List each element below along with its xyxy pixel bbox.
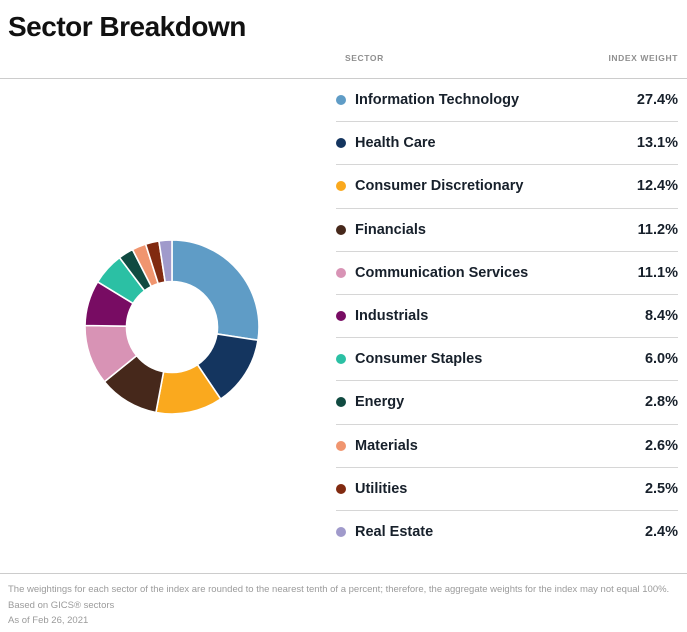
sector-label: Energy	[355, 394, 405, 411]
legend-color-dot	[336, 181, 346, 192]
sector-label: Real Estate	[355, 524, 434, 541]
legend-color-dot	[336, 440, 346, 451]
legend-color-dot	[336, 224, 346, 235]
legend-color-dot	[336, 267, 346, 278]
sector-label: Industrials	[355, 308, 429, 325]
index-weight-value: 2.5%	[644, 480, 678, 497]
table-row: Materials 2.6%	[336, 425, 678, 468]
footer-divider	[0, 573, 687, 574]
index-weight-value: 11.1%	[637, 264, 678, 281]
table-row: Consumer Staples 6.0%	[336, 338, 678, 382]
legend-color-dot	[336, 527, 346, 538]
sector-label: Information Technology	[355, 92, 520, 109]
page-title: Sector Breakdown	[8, 11, 246, 42]
sector-donut-chart	[72, 227, 272, 427]
index-weight-value: 11.2%	[637, 221, 678, 238]
index-weight-value: 13.1%	[636, 135, 678, 152]
index-weight-value: 2.4%	[644, 524, 678, 541]
footnote-weighting: The weightings for each sector of the in…	[8, 584, 670, 595]
sector-label: Health Care	[355, 135, 436, 152]
table-row: Energy 2.8%	[336, 381, 678, 425]
index-weight-value: 27.4%	[636, 92, 678, 109]
table-row: Health Care 13.1%	[336, 122, 678, 166]
table-row: Communication Services 11.1%	[336, 252, 678, 295]
legend-color-dot	[336, 354, 346, 365]
table-row: Utilities 2.5%	[336, 468, 678, 511]
legend-color-dot	[336, 138, 346, 149]
donut-svg	[84, 239, 260, 415]
donut-slice-information-technology[interactable]	[171, 239, 260, 342]
index-weight-value: 2.8%	[644, 394, 678, 411]
index-weight-value: 6.0%	[644, 351, 678, 368]
index-weight-value: 12.4%	[636, 178, 678, 195]
index-weight-value: 8.4%	[644, 308, 678, 325]
footnote-as-of-date: As of Feb 26, 2021	[8, 615, 89, 626]
sector-label: Consumer Staples	[355, 351, 483, 368]
header-divider	[0, 78, 687, 79]
sector-label: Financials	[355, 221, 426, 238]
sector-label: Consumer Discretionary	[355, 178, 524, 195]
sector-legend-table: Information Technology 27.4% Health Care…	[336, 79, 678, 554]
footnote-source: Based on GICS® sectors	[8, 599, 115, 611]
legend-color-dot	[336, 95, 346, 106]
sector-label: Utilities	[355, 480, 408, 497]
table-row: Information Technology 27.4%	[336, 79, 678, 123]
legend-color-dot	[336, 397, 346, 408]
table-column-headers: SECTOR INDEX WEIGHT	[336, 53, 678, 63]
legend-color-dot	[336, 311, 346, 322]
table-row: Industrials 8.4%	[336, 295, 678, 339]
column-header-index-weight: INDEX WEIGHT	[608, 53, 678, 63]
sector-label: Communication Services	[355, 264, 529, 281]
table-row: Consumer Discretionary 12.4%	[336, 165, 678, 209]
legend-color-dot	[336, 483, 346, 494]
index-weight-value: 2.6%	[644, 437, 678, 454]
table-row: Financials 11.2%	[336, 209, 678, 252]
column-header-sector: SECTOR	[345, 53, 384, 63]
footnotes: The weightings for each sector of the in…	[8, 582, 680, 629]
donut-slice-real-estate[interactable]	[158, 239, 173, 283]
sector-label: Materials	[355, 437, 418, 454]
table-row: Real Estate 2.4%	[336, 511, 678, 554]
